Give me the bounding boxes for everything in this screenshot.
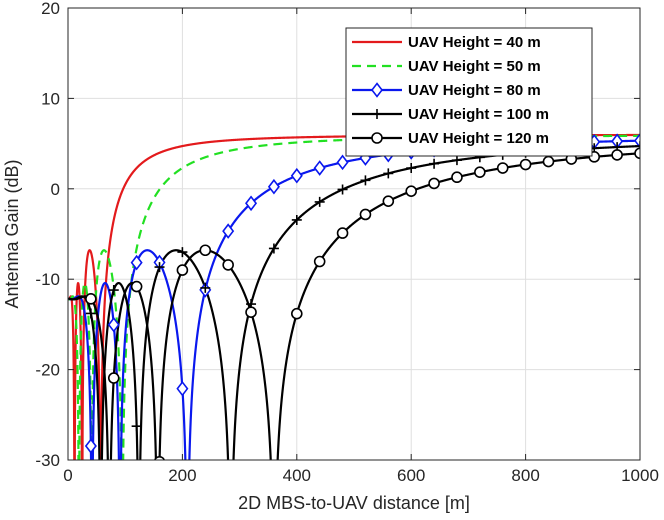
series-marker-120m <box>336 227 349 239</box>
legend-label-80m: UAV Height = 80 m <box>408 82 541 99</box>
series-marker-80m <box>633 132 640 149</box>
series-marker-100m <box>406 163 417 174</box>
series-marker-80m <box>107 316 120 333</box>
series-marker-80m <box>222 223 235 239</box>
series-marker-120m <box>359 208 372 221</box>
series-marker-100m <box>360 175 371 186</box>
series-marker-100m <box>85 308 96 319</box>
series-marker-120m <box>428 177 440 190</box>
series-marker-120m <box>451 171 463 184</box>
x-tick-label: 200 <box>168 466 196 485</box>
x-tick-label: 1000 <box>621 466 659 485</box>
series-marker-100m <box>268 243 279 254</box>
y-tick-label: 10 <box>41 89 60 108</box>
series-marker-80m <box>130 254 143 271</box>
series-marker-80m <box>313 160 326 176</box>
y-tick-label: 0 <box>51 180 60 199</box>
legend-label-50m: UAV Height = 50 m <box>408 58 541 75</box>
series-markers <box>84 132 640 460</box>
series-marker-120m <box>496 162 509 174</box>
series-marker-80m <box>336 154 349 171</box>
series-marker-100m <box>337 184 348 195</box>
series-marker-80m <box>245 195 258 212</box>
x-tick-label: 800 <box>511 466 539 485</box>
legend-label-120m: UAV Height = 120 m <box>408 130 549 147</box>
series-marker-120m <box>245 306 257 319</box>
legend: UAV Height = 40 m UAV Height = 50 m UAV He… <box>345 27 593 157</box>
series-marker-100m <box>177 247 188 258</box>
series-marker-120m <box>85 293 97 305</box>
x-tick-label: 0 <box>63 466 72 485</box>
series-marker-120m <box>611 149 623 161</box>
x-tick-labels: 0 200 400 600 800 1000 <box>63 466 659 485</box>
plot-frame <box>67 7 641 461</box>
series-marker-100m <box>200 282 211 293</box>
series-marker-120m <box>382 195 395 207</box>
series-marker-80m <box>267 178 280 195</box>
legend-marker-100m <box>372 109 382 119</box>
series-marker-80m <box>84 438 97 454</box>
series-marker-120m <box>176 264 189 276</box>
series-marker-80m <box>290 167 303 184</box>
series-marker-100m <box>314 196 325 207</box>
series-marker-120m <box>107 372 120 384</box>
series-marker-120m <box>634 147 640 160</box>
series-marker-120m <box>313 255 326 268</box>
series-marker-100m <box>383 168 394 179</box>
series-marker-120m <box>199 244 212 257</box>
x-axis-label: 2D MBS-to-UAV distance [m] <box>238 493 470 513</box>
series-marker-120m <box>405 185 418 197</box>
series-marker-80m <box>176 380 189 397</box>
series-marker-120m <box>154 455 166 460</box>
y-tick-label: -10 <box>35 270 60 289</box>
legend-label-40m: UAV Height = 40 m <box>408 34 541 51</box>
series-marker-100m <box>429 158 440 169</box>
series-marker-100m <box>108 285 119 296</box>
legend-marker-120m <box>371 132 383 144</box>
series-marker-120m <box>519 158 532 171</box>
series-marker-120m <box>474 166 486 178</box>
series-marker-100m <box>635 141 640 152</box>
series-marker-120m <box>130 280 143 293</box>
y-tick-labels: -30 -20 -10 0 10 20 <box>35 0 60 470</box>
y-tick-label: -30 <box>35 451 60 470</box>
legend-box <box>345 27 593 157</box>
x-tick-label: 400 <box>283 466 311 485</box>
axis-ticks <box>67 7 641 461</box>
series-marker-120m <box>222 259 234 271</box>
legend-label-100m: UAV Height = 100 m <box>408 106 549 123</box>
series-marker-100m <box>154 262 165 273</box>
series-marker-120m <box>290 307 303 320</box>
series-marker-100m <box>451 155 462 166</box>
series-marker-100m <box>131 421 142 432</box>
legend-marker-80m <box>370 82 384 98</box>
series-marker-120m <box>542 155 555 168</box>
y-axis-label: Antenna Gain (dB) <box>2 159 22 308</box>
x-tick-label: 600 <box>397 466 425 485</box>
y-tick-label: 20 <box>41 0 60 18</box>
y-tick-label: -20 <box>35 361 60 380</box>
series-marker-100m <box>291 214 302 225</box>
